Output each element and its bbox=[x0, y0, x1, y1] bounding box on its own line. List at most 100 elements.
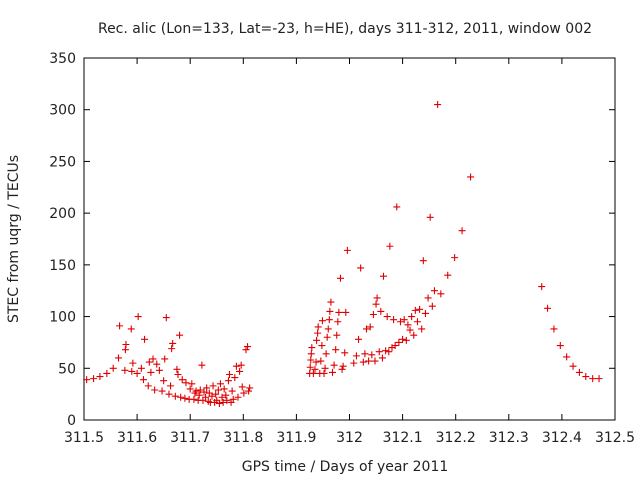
data-point bbox=[158, 387, 166, 395]
data-point bbox=[173, 365, 181, 373]
x-tick-label: 311.5 bbox=[64, 430, 104, 446]
data-point bbox=[317, 357, 325, 365]
data-point bbox=[556, 342, 564, 350]
data-point bbox=[375, 348, 383, 356]
data-point bbox=[325, 316, 333, 324]
data-point bbox=[383, 313, 391, 321]
data-point bbox=[174, 370, 182, 378]
data-point bbox=[318, 342, 326, 350]
data-point bbox=[215, 399, 223, 407]
data-point bbox=[314, 329, 322, 337]
data-point bbox=[153, 360, 161, 368]
data-point bbox=[237, 361, 245, 369]
data-point bbox=[229, 395, 237, 403]
data-point bbox=[134, 313, 142, 321]
data-point bbox=[242, 346, 250, 354]
data-point bbox=[408, 313, 416, 321]
x-tick-label: 311.8 bbox=[223, 430, 263, 446]
data-point bbox=[575, 368, 583, 376]
data-point bbox=[582, 373, 590, 381]
data-point bbox=[96, 373, 104, 381]
data-point bbox=[219, 398, 227, 406]
x-tick-label: 312.2 bbox=[436, 430, 476, 446]
data-point bbox=[335, 308, 343, 316]
data-point bbox=[589, 375, 597, 383]
data-point bbox=[109, 364, 117, 372]
x-axis-label: GPS time / Days of year 2011 bbox=[242, 459, 449, 475]
data-point bbox=[224, 377, 232, 385]
x-tick-label: 311.9 bbox=[276, 430, 316, 446]
data-point bbox=[218, 393, 226, 401]
data-point bbox=[320, 369, 328, 377]
data-point bbox=[313, 336, 321, 344]
data-point bbox=[369, 311, 377, 319]
data-point bbox=[393, 203, 401, 211]
data-point bbox=[195, 391, 203, 399]
data-point bbox=[137, 364, 145, 372]
data-point bbox=[188, 380, 196, 388]
data-point bbox=[323, 333, 331, 341]
data-point bbox=[322, 350, 330, 358]
data-point bbox=[329, 368, 337, 376]
data-point bbox=[451, 254, 459, 262]
data-point bbox=[339, 362, 347, 370]
plot-frame bbox=[83, 57, 616, 421]
data-point bbox=[139, 376, 147, 384]
data-point bbox=[538, 283, 546, 291]
data-point bbox=[90, 375, 98, 383]
data-point bbox=[165, 390, 173, 398]
y-tick-label: 250 bbox=[49, 154, 76, 170]
data-point bbox=[334, 318, 342, 326]
data-point bbox=[186, 385, 194, 393]
data-point bbox=[306, 363, 314, 371]
data-point bbox=[321, 364, 329, 372]
data-point bbox=[371, 357, 379, 365]
data-point bbox=[372, 300, 380, 308]
data-point bbox=[569, 362, 577, 370]
axis-ticks bbox=[83, 57, 616, 421]
data-point bbox=[359, 358, 367, 366]
x-tick-label: 312.4 bbox=[542, 430, 582, 446]
data-point bbox=[133, 369, 141, 377]
data-point bbox=[169, 339, 177, 347]
data-point bbox=[391, 342, 399, 350]
data-point bbox=[147, 368, 155, 376]
data-point bbox=[361, 350, 369, 358]
data-point bbox=[563, 353, 571, 361]
data-point bbox=[416, 305, 424, 313]
data-point bbox=[324, 325, 332, 333]
data-point bbox=[362, 325, 370, 333]
data-point bbox=[162, 314, 170, 322]
data-point bbox=[198, 361, 206, 369]
data-point bbox=[212, 390, 220, 398]
data-point bbox=[350, 359, 358, 367]
data-point bbox=[413, 318, 421, 326]
data-point bbox=[223, 396, 231, 404]
data-point bbox=[544, 304, 552, 312]
data-point bbox=[228, 387, 236, 395]
data-point bbox=[333, 331, 341, 339]
data-point bbox=[115, 354, 123, 362]
data-point bbox=[411, 306, 419, 314]
data-point bbox=[379, 272, 387, 280]
data-point bbox=[378, 354, 386, 362]
data-point bbox=[366, 323, 374, 331]
data-point bbox=[419, 257, 427, 265]
data-point bbox=[116, 322, 124, 330]
x-tick-labels: 311.5 311.6 311.7 311.8 311.9 312 312.1 312.2 31… bbox=[64, 430, 635, 446]
y-tick-label: 350 bbox=[49, 51, 76, 67]
x-tick-label: 312 bbox=[336, 430, 363, 446]
data-point bbox=[181, 394, 189, 402]
data-point bbox=[209, 382, 217, 390]
data-point bbox=[332, 346, 340, 354]
data-point bbox=[385, 348, 393, 356]
y-tick-label: 100 bbox=[49, 310, 76, 326]
data-point bbox=[151, 386, 159, 394]
data-point bbox=[406, 326, 414, 334]
data-point bbox=[386, 242, 394, 250]
data-point bbox=[314, 323, 322, 331]
data-point bbox=[373, 294, 381, 302]
data-point bbox=[182, 379, 190, 387]
data-point bbox=[238, 383, 246, 391]
y-tick-label: 50 bbox=[58, 361, 76, 377]
